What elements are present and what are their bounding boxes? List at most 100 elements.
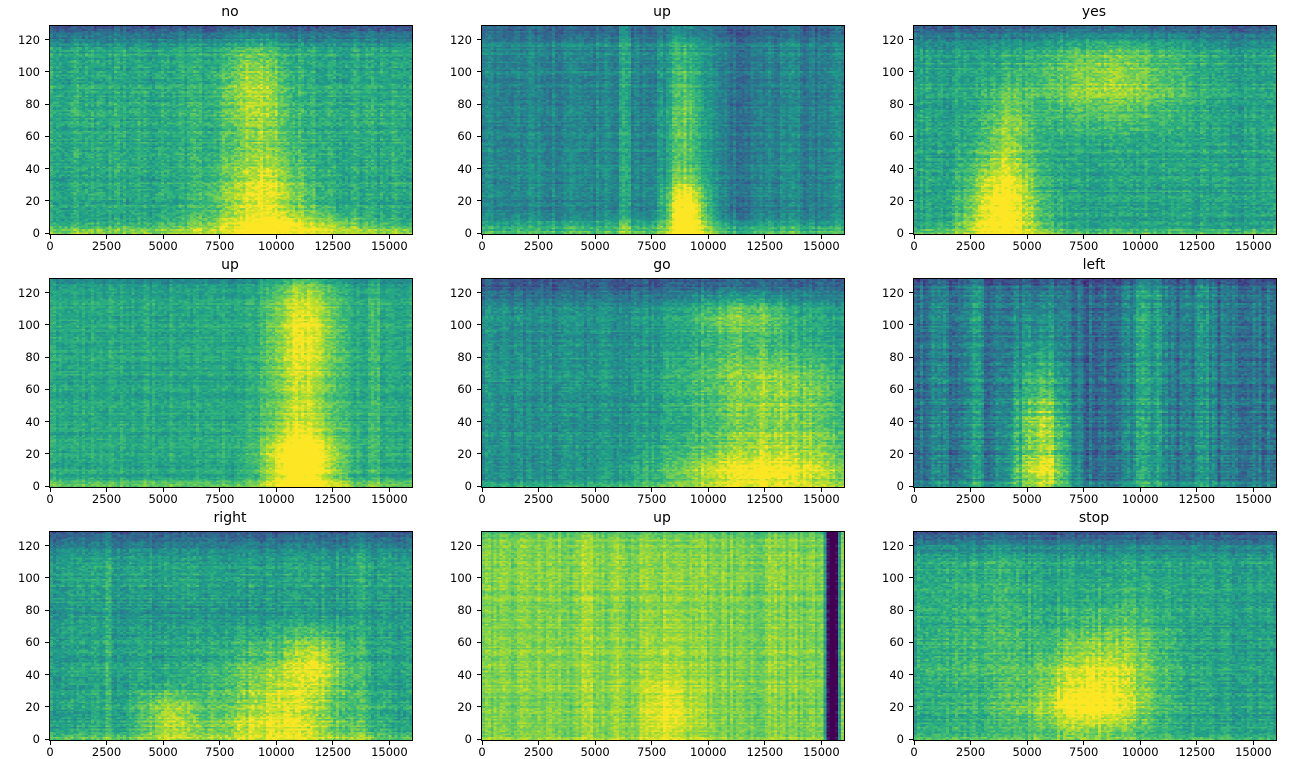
x-tick-label: 12500 — [746, 492, 784, 506]
x-tick-mark — [594, 488, 596, 492]
y-tick-mark — [45, 453, 49, 455]
subplot-title: left — [1082, 257, 1106, 273]
y-tick-label: 120 — [882, 538, 904, 553]
y-tick-label: 80 — [25, 350, 40, 364]
x-tick-mark — [651, 235, 653, 239]
x-tick-label: 15000 — [371, 492, 408, 506]
subplot-no: no 0 20 40 60 80 100 120 0 2500 5000 7500 10000 125… — [0, 0, 432, 253]
y-tick-label: 20 — [457, 446, 472, 461]
x-tick-mark — [1083, 741, 1085, 745]
y-tick-label: 120 — [450, 285, 472, 300]
x-tick-mark — [970, 488, 972, 492]
y-tick-mark — [45, 200, 49, 202]
x-tick-label: 15000 — [1235, 745, 1272, 759]
spectrogram-canvas — [50, 532, 412, 740]
x-tick-mark — [594, 741, 596, 745]
x-tick-label: 2500 — [91, 745, 122, 759]
y-tick-label: 0 — [896, 226, 904, 240]
y-tick-mark — [477, 388, 481, 390]
x-tick-mark — [707, 235, 709, 239]
x-tick-label: 5000 — [580, 492, 610, 506]
x-tick-label: 0 — [46, 239, 54, 253]
x-tick-mark — [651, 488, 653, 492]
y-tick-label: 20 — [889, 446, 904, 461]
spectrogram-plot — [913, 278, 1277, 488]
y-tick-mark — [477, 135, 481, 137]
x-tick-label: 12500 — [1178, 492, 1216, 506]
x-tick-mark — [1252, 488, 1254, 492]
subplot-title: stop — [1078, 510, 1110, 526]
spectrogram-plot — [49, 531, 413, 741]
x-tick-mark — [764, 235, 766, 239]
y-tick-mark — [477, 577, 481, 579]
x-tick-mark — [970, 741, 972, 745]
y-tick-mark — [477, 738, 481, 740]
y-tick-mark — [909, 135, 913, 137]
y-tick-mark — [909, 168, 913, 169]
y-tick-label: 0 — [464, 732, 472, 746]
y-tick-mark — [45, 738, 49, 740]
x-tick-mark — [651, 741, 653, 745]
x-tick-mark — [707, 488, 709, 492]
y-tick-mark — [477, 609, 481, 611]
x-tick-label: 2500 — [91, 239, 122, 253]
x-tick-label: 0 — [478, 239, 486, 253]
y-tick-label: 0 — [464, 479, 472, 493]
y-tick-mark — [909, 421, 913, 422]
y-tick-mark — [45, 103, 49, 105]
y-tick-label: 0 — [32, 226, 40, 240]
spectrogram-plot — [49, 278, 413, 488]
x-tick-label: 12500 — [1178, 745, 1216, 759]
y-tick-label: 0 — [464, 226, 472, 240]
y-tick-label: 20 — [457, 193, 472, 208]
subplot-up-3: up 0 20 40 60 80 100 120 0 2500 5000 7500 10000 125… — [432, 506, 864, 759]
y-tick-mark — [909, 641, 913, 643]
y-tick-label: 60 — [889, 635, 904, 650]
y-tick-label: 120 — [18, 32, 40, 47]
x-tick-mark — [538, 741, 540, 745]
y-tick-mark — [45, 39, 49, 40]
x-tick-mark — [1196, 741, 1198, 745]
x-tick-mark — [1196, 488, 1198, 492]
y-tick-mark — [45, 292, 49, 293]
y-axis: 0 20 40 60 80 100 120 — [0, 531, 49, 745]
x-tick-label: 0 — [910, 745, 918, 759]
y-tick-mark — [477, 39, 481, 40]
x-tick-label: 0 — [478, 492, 486, 506]
y-axis: 0 20 40 60 80 100 120 — [864, 25, 913, 239]
x-tick-label: 12500 — [746, 239, 784, 253]
y-tick-label: 40 — [25, 161, 40, 176]
y-tick-mark — [45, 324, 49, 326]
y-tick-mark — [477, 324, 481, 326]
x-tick-label: 15000 — [803, 492, 840, 506]
y-tick-label: 40 — [889, 667, 904, 682]
x-tick-label: 12500 — [314, 745, 352, 759]
x-tick-mark — [162, 488, 164, 492]
y-tick-mark — [477, 292, 481, 293]
y-tick-label: 100 — [18, 317, 40, 332]
subplot-up-1: up 0 20 40 60 80 100 120 0 2500 5000 7500 10000 125… — [432, 0, 864, 253]
x-tick-mark — [106, 488, 108, 492]
x-tick-label: 7500 — [205, 492, 235, 506]
y-tick-mark — [909, 674, 913, 675]
spectrogram-plot — [481, 25, 845, 235]
y-tick-label: 120 — [882, 32, 904, 47]
x-tick-label: 7500 — [1069, 745, 1099, 759]
y-tick-label: 60 — [457, 382, 472, 397]
x-tick-mark — [275, 235, 277, 239]
y-tick-mark — [45, 641, 49, 643]
x-tick-mark — [764, 741, 766, 745]
x-tick-mark — [707, 741, 709, 745]
y-tick-mark — [45, 545, 49, 546]
y-tick-label: 0 — [896, 732, 904, 746]
x-tick-mark — [49, 488, 51, 492]
y-tick-mark — [477, 706, 481, 708]
x-axis: 0 2500 5000 7500 10000 12500 15000 — [478, 235, 845, 253]
x-tick-mark — [1139, 488, 1141, 492]
subplot-right: right 0 20 40 60 80 100 120 0 2500 5000 7500 10000… — [0, 506, 432, 759]
y-tick-label: 40 — [889, 414, 904, 429]
y-tick-label: 100 — [450, 64, 472, 79]
y-tick-mark — [477, 421, 481, 422]
y-tick-label: 60 — [457, 635, 472, 650]
y-tick-label: 120 — [450, 32, 472, 47]
